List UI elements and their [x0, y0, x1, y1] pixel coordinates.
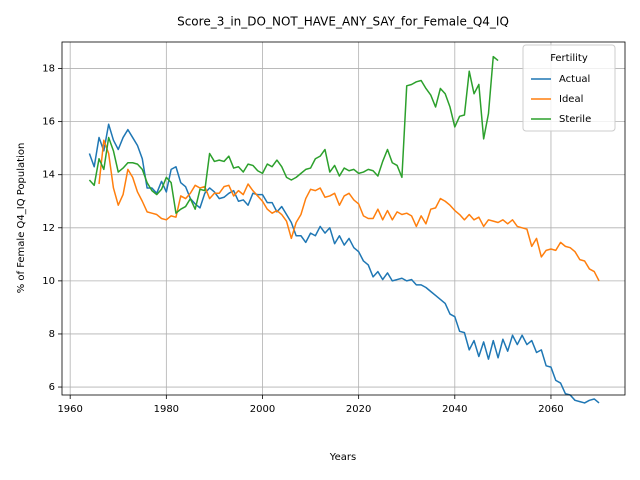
- x-axis-label: Years: [329, 452, 356, 463]
- legend-title: Fertility: [550, 53, 588, 64]
- y-tick-label: 14: [42, 170, 55, 181]
- y-axis-label: % of Female Q4_IQ Population: [16, 143, 27, 294]
- legend-label: Ideal: [559, 94, 583, 105]
- legend-label: Sterile: [559, 114, 591, 125]
- x-tick-label: 2000: [250, 404, 275, 415]
- y-tick-label: 16: [42, 117, 55, 128]
- legend-box: [522, 44, 616, 132]
- line-series: [88, 55, 499, 214]
- line-series: [88, 123, 600, 404]
- x-tick-label: 1960: [57, 404, 82, 415]
- x-tick-label: 2040: [442, 404, 467, 415]
- plot-frame: [61, 41, 626, 396]
- x-tick-label: 2020: [346, 404, 371, 415]
- x-tick-label: 1980: [154, 404, 179, 415]
- chart-title: Score_3_in_DO_NOT_HAVE_ANY_SAY_for_Femal…: [177, 15, 509, 29]
- x-tick-label: 2060: [538, 404, 563, 415]
- line-series: [98, 139, 600, 282]
- y-tick-label: 6: [49, 382, 55, 393]
- y-tick-label: 18: [42, 64, 55, 75]
- legend-label: Actual: [559, 74, 590, 85]
- y-tick-label: 12: [42, 223, 55, 234]
- y-tick-label: 10: [42, 276, 55, 287]
- y-tick-label: 8: [49, 329, 55, 340]
